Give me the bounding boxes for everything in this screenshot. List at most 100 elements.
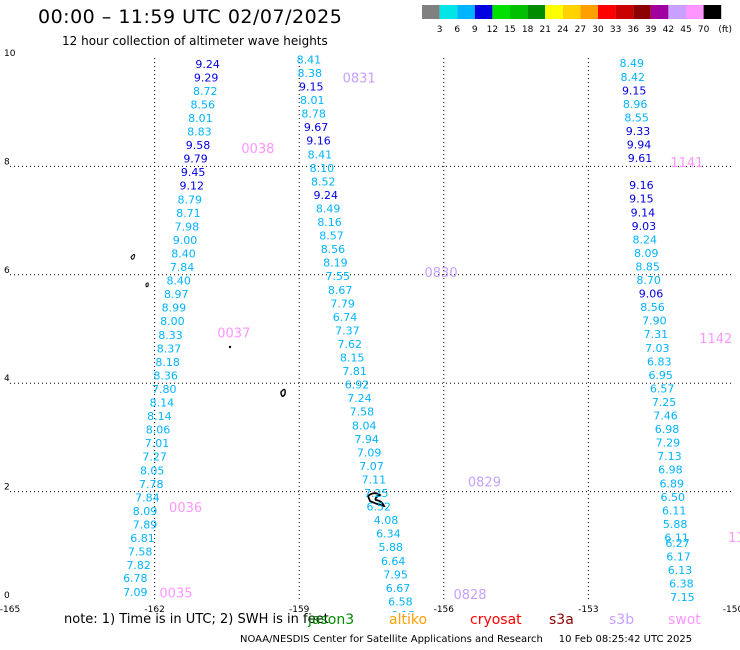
wave-height-point: 8.40 xyxy=(166,275,191,288)
wave-height-point: 9.15 xyxy=(629,193,654,206)
legend-label: 18 xyxy=(522,25,534,35)
wave-height-point: 9.16 xyxy=(629,179,654,192)
wave-height-point: 8.24 xyxy=(633,233,658,246)
legend-label: 9 xyxy=(472,25,478,35)
wave-height-point: 7.27 xyxy=(142,451,167,464)
wave-height-point: 6.64 xyxy=(381,555,406,568)
wave-height-point: 7.62 xyxy=(338,338,363,351)
wave-height-point: 6.27 xyxy=(665,537,690,550)
legend-label: 39 xyxy=(645,25,657,35)
y-tick-label: 8 xyxy=(4,157,10,167)
wave-height-point: 9.45 xyxy=(181,166,206,179)
wave-height-point: 6.50 xyxy=(661,491,686,504)
wave-height-point: 9.58 xyxy=(186,139,211,152)
legend-swatch xyxy=(562,5,581,19)
legend-swatch xyxy=(686,5,704,19)
pass-label: 11 xyxy=(728,531,740,546)
wave-height-point: 6.58 xyxy=(388,595,413,608)
wave-height-point: 8.41 xyxy=(308,148,333,161)
wave-height-point: 8.56 xyxy=(640,301,665,314)
wave-height-point: 8.09 xyxy=(133,505,158,518)
legend-swatch xyxy=(703,5,722,19)
wave-height-point: 7.25 xyxy=(364,487,389,500)
wave-height-point: 6.38 xyxy=(669,578,694,591)
satellite-name: s3a xyxy=(549,612,574,628)
wave-height-point: 9.29 xyxy=(194,71,219,84)
wave-height-point: 7.84 xyxy=(135,491,160,504)
legend-swatch xyxy=(527,5,546,19)
satellite-name: jason3 xyxy=(308,612,355,628)
pass-label: 0037 xyxy=(217,327,250,342)
wave-height-point: 5.88 xyxy=(379,541,404,554)
wave-height-point: 9.03 xyxy=(632,220,657,233)
wave-height-point: 8.06 xyxy=(146,424,171,437)
wave-height-point: 9.67 xyxy=(304,121,329,134)
wave-height-point: 9.14 xyxy=(631,206,656,219)
wave-height-point: 7.84 xyxy=(170,261,195,274)
wave-height-point: 7.25 xyxy=(652,396,677,409)
wave-height-point: 7.07 xyxy=(359,460,384,473)
wave-height-point: 9.24 xyxy=(195,58,220,71)
legend-swatch xyxy=(510,5,528,19)
legend-swatch xyxy=(457,5,475,19)
wave-height-point: 7.98 xyxy=(175,220,200,233)
wave-height-point: 9.61 xyxy=(628,152,653,165)
island-outline xyxy=(130,253,136,260)
wave-height-point: 6.13 xyxy=(668,564,693,577)
wave-height-point: 9.16 xyxy=(306,135,331,148)
wave-height-point: 8.04 xyxy=(352,419,377,432)
legend-swatch xyxy=(492,5,510,19)
wave-height-point: 6.11 xyxy=(664,531,689,544)
wave-height-point: 8.14 xyxy=(150,397,175,410)
wave-height-point: 7.46 xyxy=(653,410,678,423)
x-tick-label: -162 xyxy=(144,605,164,612)
wave-height-point: 8.56 xyxy=(191,98,216,111)
wave-height-point: 6.92 xyxy=(345,379,370,392)
wave-height-point: 8.05 xyxy=(140,464,165,477)
wave-height-point: 8.42 xyxy=(620,71,645,84)
wave-height-point: 8.57 xyxy=(319,230,344,243)
wave-height-point: 6.67 xyxy=(386,582,411,595)
wave-height-point: 8.36 xyxy=(153,369,178,382)
wave-height-point: 6.52 xyxy=(366,501,391,514)
wave-height-point: 9.15 xyxy=(622,84,647,97)
wave-height-point: 8.01 xyxy=(300,94,325,107)
wave-height-point: 8.67 xyxy=(328,284,353,297)
legend-swatch xyxy=(545,5,563,19)
wave-height-point: 6.98 xyxy=(658,464,683,477)
pass-label: 1141 xyxy=(670,156,703,171)
x-tick-label: -165 xyxy=(0,605,20,612)
legend-label: 3 xyxy=(437,25,443,35)
wave-height-point: 7.79 xyxy=(330,297,355,310)
wave-height-point: 9.24 xyxy=(313,189,338,202)
legend-label: 45 xyxy=(680,25,691,35)
legend-label: 30 xyxy=(592,25,604,35)
wave-height-point: 6.83 xyxy=(647,355,672,368)
wave-height-point: 7.13 xyxy=(657,450,682,463)
legend-swatch xyxy=(474,5,493,19)
wave-height-point: 7.89 xyxy=(133,518,158,531)
y-tick-label: 0 xyxy=(4,591,10,601)
pass-label: 0038 xyxy=(241,142,274,157)
wave-height-point: 7.94 xyxy=(354,433,379,446)
color-legend: 3 6 9 12 15 18 21 24 27 30 33 36 39 42 45 70 (ft) xyxy=(422,5,732,35)
wave-height-point: 8.18 xyxy=(155,356,180,369)
legend-swatch xyxy=(580,5,598,19)
satellite-name: s3b xyxy=(609,612,635,628)
pass-label: 1142 xyxy=(699,332,732,347)
legend-label: 33 xyxy=(610,25,621,35)
island-outline xyxy=(145,282,149,288)
wave-height-point: 7.31 xyxy=(644,328,669,341)
wave-height-point: 7.01 xyxy=(145,437,170,450)
wave-height-point: 9.06 xyxy=(639,288,664,301)
pass-label: 0830 xyxy=(425,266,458,281)
island-outline xyxy=(228,345,232,349)
legend-label: 15 xyxy=(504,25,515,35)
wave-height-point: 7.90 xyxy=(642,315,667,328)
legend-label: 6 xyxy=(454,25,460,35)
wave-height-point: 8.78 xyxy=(301,108,326,121)
y-tick-label: 10 xyxy=(4,49,16,59)
wave-height-point: 8.41 xyxy=(297,53,322,66)
wave-height-point: 7.09 xyxy=(357,446,382,459)
island-outline xyxy=(280,388,286,397)
